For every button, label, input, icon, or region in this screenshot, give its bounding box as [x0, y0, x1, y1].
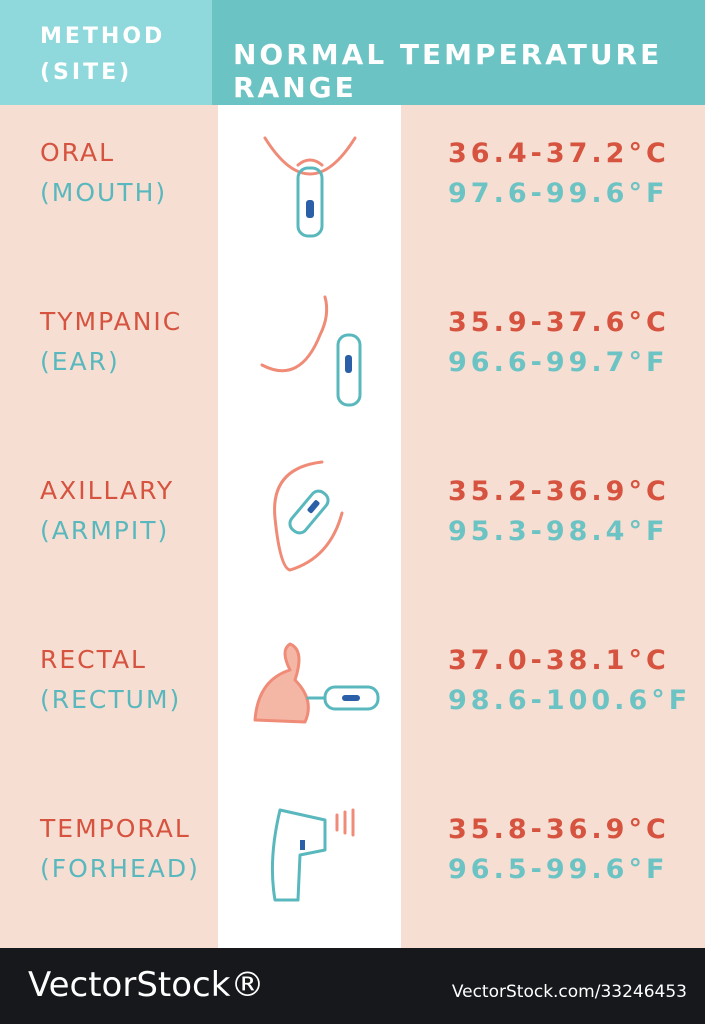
- site: (ARMPIT): [40, 516, 170, 545]
- header-range: NORMAL TEMPERATURE RANGE: [233, 38, 663, 104]
- celsius-range: 35.9-37.6°C: [448, 307, 670, 338]
- method: TEMPORAL: [40, 814, 191, 843]
- site: (RECTUM): [40, 685, 182, 714]
- method: TYMPANIC: [40, 307, 183, 336]
- fahrenheit-range: 98.6-100.6°F: [448, 685, 692, 716]
- footer-brand: VectorStock®: [28, 965, 265, 1005]
- site: (EAR): [40, 347, 120, 376]
- method: ORAL: [40, 138, 116, 167]
- icon-oral: [263, 136, 357, 238]
- celsius-range: 37.0-38.1°C: [448, 645, 670, 676]
- icon-armpit: [273, 460, 344, 572]
- fahrenheit-range: 95.3-98.4°F: [448, 516, 669, 547]
- fahrenheit-range: 96.5-99.6°F: [448, 854, 669, 885]
- method: AXILLARY: [40, 476, 175, 505]
- footer-url: VectorStock.com/33246453: [451, 982, 687, 1002]
- header-method: METHOD: [40, 24, 166, 49]
- celsius-range: 35.2-36.9°C: [448, 476, 670, 507]
- header-left: [0, 0, 212, 105]
- celsius-range: 35.8-36.9°C: [448, 814, 670, 845]
- icon-rectal: [253, 642, 380, 724]
- fahrenheit-range: 97.6-99.6°F: [448, 178, 669, 209]
- icon-temporal: [270, 808, 355, 902]
- fahrenheit-range: 96.6-99.7°F: [448, 347, 669, 378]
- icon-ear: [260, 295, 362, 407]
- method: RECTAL: [40, 645, 147, 674]
- site: (FORHEAD): [40, 854, 200, 883]
- header-site: (SITE): [40, 60, 133, 85]
- footer: [0, 948, 705, 1024]
- header-right: [212, 0, 705, 105]
- site: (MOUTH): [40, 178, 168, 207]
- celsius-range: 36.4-37.2°C: [448, 138, 670, 169]
